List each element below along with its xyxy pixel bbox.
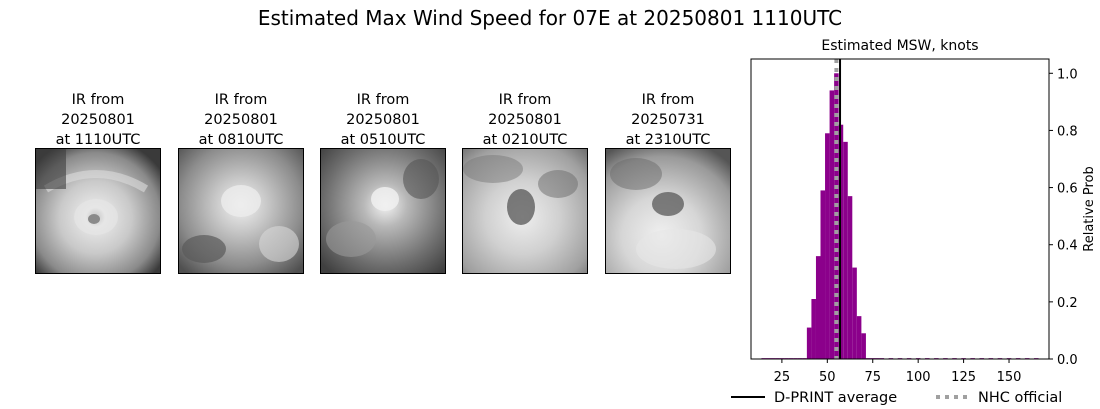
legend-label-dprint: D-PRINT average [774,390,897,406]
ir-panel: IR from 20250801 at 0210UTC [462,90,588,274]
histogram-bar [843,141,848,359]
ir-caption-time: at 0810UTC [198,132,284,148]
ir-satellite-image [320,148,446,274]
x-tick-label: 25 [774,370,791,385]
histogram-bar [806,327,812,359]
ir-caption-line: IR from [641,92,695,108]
y-tick-label: 0.2 [1057,296,1078,311]
legend-label-nhc: NHC official [978,390,1062,406]
y-axis-label: Relative Prob [1082,166,1097,251]
histogram-bar [847,196,853,359]
histogram-bar [811,299,816,359]
ir-panel: IR from 20250801 at 1110UTC [35,90,161,274]
ir-satellite-image [462,148,588,274]
histogram-bar [852,267,857,359]
ir-satellite-image [178,148,304,274]
histogram-bar [829,90,835,359]
y-tick-label: 0.0 [1057,353,1078,368]
ir-panel: IR from 20250731 at 2310UTC [605,90,731,274]
x-tick-label: 100 [906,370,931,385]
ir-caption-date: 20250801 [488,112,562,128]
ir-panel: IR from 20250801 at 0810UTC [178,90,304,274]
histogram-bar [834,73,839,360]
figure-title: Estimated Max Wind Speed for 07E at 2025… [257,6,843,30]
y-tick-label: 0.8 [1057,124,1078,139]
ir-caption-date: 20250801 [346,112,420,128]
ir-caption-time: at 0210UTC [482,132,568,148]
plot-frame [750,58,1050,360]
ir-caption-date: 20250801 [61,112,135,128]
y-tick-label: 0.4 [1057,239,1078,254]
ir-caption-time: at 2310UTC [625,132,711,148]
histogram-bar [820,190,826,359]
x-tick-label: 125 [951,370,976,385]
legend: D-PRINT average NHC official [731,390,1062,406]
x-tick-label: 75 [864,370,881,385]
chart-title: Estimated MSW, knots [821,38,978,54]
histogram-bar [861,333,866,359]
histogram-bar [856,316,862,359]
x-tick-label: 50 [819,370,836,385]
ir-caption-date: 20250731 [631,112,705,128]
ir-caption-line: IR from [71,92,125,108]
ir-satellite-image [605,148,731,274]
ir-caption-line: IR from [214,92,268,108]
ir-caption-line: IR from [498,92,552,108]
ir-caption-date: 20250801 [204,112,278,128]
y-tick-label: 0.6 [1057,182,1078,197]
ir-caption-time: at 1110UTC [55,132,141,148]
ir-panel: IR from 20250801 at 0510UTC [320,90,446,274]
x-tick-label: 150 [997,370,1022,385]
histogram-bar [825,133,830,359]
histogram-bar [815,256,821,359]
y-tick-label: 1.0 [1057,67,1078,82]
ir-caption-line: IR from [356,92,410,108]
ir-satellite-image [35,148,161,274]
ir-caption-time: at 0510UTC [340,132,426,148]
